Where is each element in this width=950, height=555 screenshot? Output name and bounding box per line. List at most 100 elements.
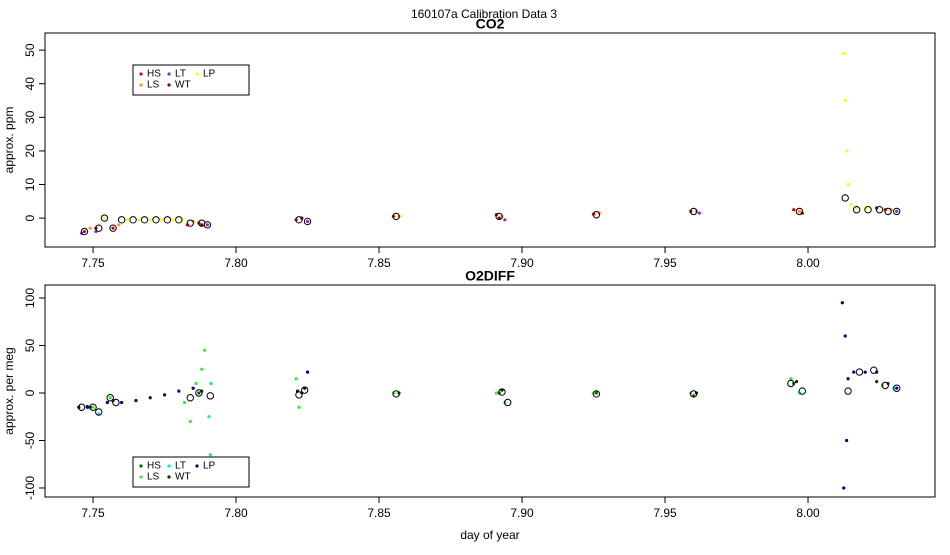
y-axis-label: approx. ppm — [2, 107, 16, 174]
average-point — [884, 207, 892, 216]
data-point — [794, 379, 799, 384]
data-point — [200, 223, 204, 227]
legend-marker — [139, 72, 143, 76]
data-point — [209, 381, 213, 386]
data-point — [503, 218, 507, 222]
average-point — [89, 403, 97, 411]
average-point — [870, 366, 878, 374]
data-point — [208, 453, 212, 457]
x-tick-label: 7.75 — [81, 256, 105, 270]
legend-box — [132, 456, 250, 488]
data-point — [863, 370, 867, 374]
average-point — [109, 224, 117, 232]
data-point — [875, 379, 879, 384]
data-point — [108, 396, 112, 400]
data-point — [194, 381, 198, 386]
legend-marker — [139, 475, 143, 479]
data-point — [117, 223, 121, 227]
data-point — [85, 405, 89, 409]
data-point — [497, 216, 501, 220]
average-point — [112, 398, 120, 407]
average-point — [498, 388, 506, 396]
average-point — [881, 381, 889, 390]
y-tick-label: 20 — [23, 144, 37, 158]
average-point — [152, 216, 160, 224]
data-point — [205, 223, 210, 227]
average-point — [875, 206, 884, 214]
legend-marker — [167, 475, 171, 479]
y-tick-label: 10 — [23, 178, 37, 192]
x-tick-label: 7.90 — [510, 256, 534, 270]
data-point — [845, 438, 849, 443]
legend-label: LT — [175, 69, 186, 80]
average-point — [841, 194, 849, 202]
average-point — [689, 207, 698, 216]
legend-label: LP — [203, 461, 216, 472]
data-point — [134, 398, 138, 403]
average-point — [95, 408, 103, 416]
panel-title: CO2 — [476, 16, 505, 32]
data-point — [845, 149, 849, 153]
data-point — [182, 400, 187, 405]
average-point — [303, 217, 312, 226]
legend-marker — [139, 83, 143, 87]
average-point — [592, 211, 601, 219]
legend-marker — [167, 83, 171, 87]
legend-marker — [167, 464, 171, 468]
data-point — [162, 393, 167, 397]
y-tick-label: 50 — [23, 43, 37, 57]
x-tick-label: 8.00 — [796, 506, 820, 520]
y-tick-label: 30 — [23, 110, 37, 124]
average-point — [295, 216, 303, 224]
legend-label: WT — [175, 472, 191, 483]
data-point — [305, 219, 310, 224]
data-point — [842, 51, 846, 56]
y-tick-label: 40 — [23, 77, 37, 91]
y-tick-label: 50 — [23, 339, 37, 353]
average-point — [295, 391, 303, 399]
legend-marker — [139, 464, 143, 468]
x-axis-label: day of year — [460, 528, 519, 542]
average-point — [892, 207, 901, 216]
x-tick-label: 8.00 — [796, 256, 820, 270]
x-tick-label: 7.80 — [224, 506, 248, 520]
data-point — [137, 218, 141, 222]
data-point — [171, 218, 175, 222]
average-point — [140, 216, 149, 224]
data-point — [843, 98, 847, 103]
average-point — [95, 224, 103, 232]
data-point — [789, 377, 793, 381]
data-point — [197, 391, 201, 395]
legend-label: LT — [175, 461, 186, 472]
average-point — [844, 387, 852, 395]
average-point — [689, 390, 698, 398]
average-point — [186, 394, 194, 402]
data-point — [494, 391, 498, 395]
data-point — [855, 206, 859, 210]
page-title: 160107a Calibration Data 3 — [411, 7, 557, 21]
x-tick-label: 7.90 — [510, 506, 534, 520]
average-point — [392, 390, 400, 398]
data-point — [88, 226, 92, 230]
average-point — [852, 206, 861, 214]
average-point — [798, 387, 807, 395]
average-point — [864, 206, 872, 214]
data-point — [697, 211, 701, 215]
data-point — [594, 391, 598, 395]
data-point — [91, 405, 95, 409]
data-point — [842, 486, 846, 490]
legend-marker — [195, 464, 199, 468]
data-point — [207, 415, 211, 419]
plot-frame — [44, 284, 936, 498]
legend-box — [132, 64, 250, 96]
average-point — [195, 389, 203, 397]
y-axis-label: approx. per meg — [2, 347, 16, 434]
average-point — [77, 403, 86, 411]
x-tick-label: 7.95 — [653, 506, 677, 520]
legend-label: HS — [147, 461, 161, 472]
data-point — [200, 367, 204, 371]
data-point — [843, 334, 847, 338]
y-tick-label: -100 — [23, 476, 37, 500]
data-point — [82, 229, 87, 234]
